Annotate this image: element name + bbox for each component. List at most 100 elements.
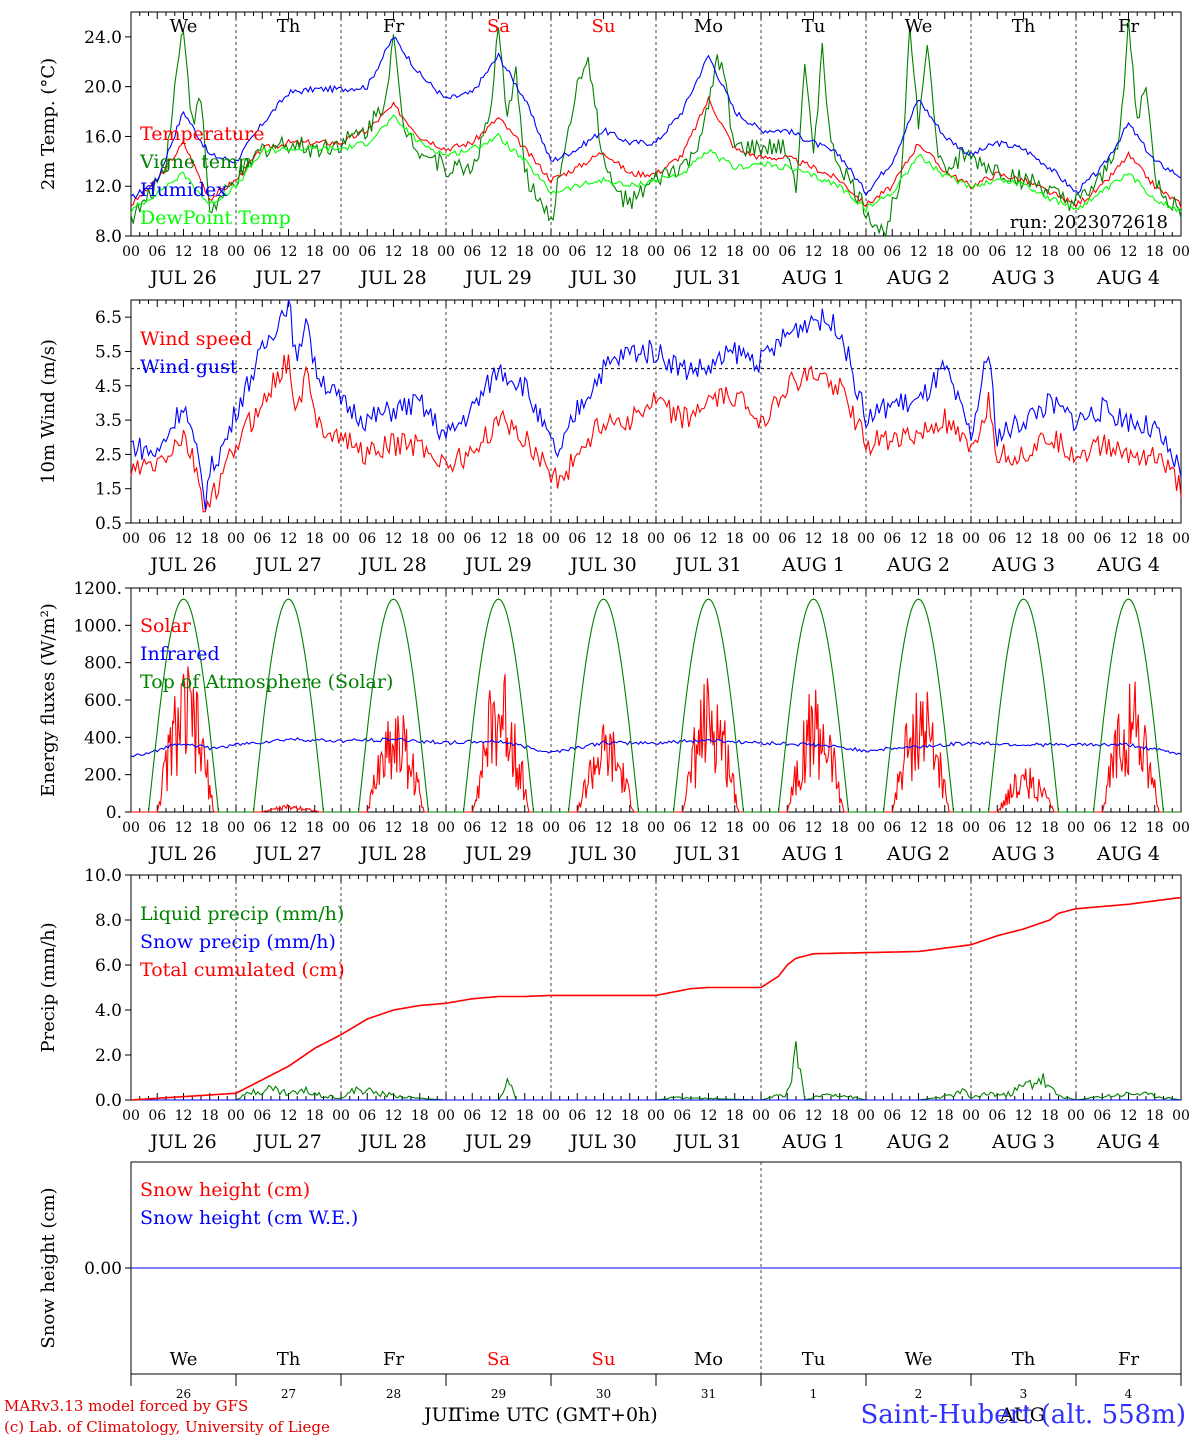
hour-tick-label: 06 <box>358 531 376 547</box>
hour-tick-label: 18 <box>831 820 849 836</box>
model-credit: MARv3.13 model forced by GFS <box>4 1397 249 1415</box>
hour-tick-label: 00 <box>752 531 770 547</box>
hour-tick-label: 06 <box>358 820 376 836</box>
weekday-label: We <box>905 16 933 37</box>
y-axis-label: Precip (mm/h) <box>38 922 59 1052</box>
hour-tick-label: 06 <box>148 244 166 260</box>
hour-tick-label: 00 <box>332 1108 350 1124</box>
weekday-label: Su <box>592 16 616 37</box>
hour-tick-label: 12 <box>1015 820 1033 836</box>
date-label: AUG 3 <box>991 267 1055 289</box>
hour-tick-label: 00 <box>752 820 770 836</box>
date-label: JUL 31 <box>673 1131 741 1153</box>
hour-tick-label: 06 <box>148 531 166 547</box>
hour-tick-label: 00 <box>1172 820 1190 836</box>
hour-tick-label: 06 <box>988 1108 1006 1124</box>
day-number-label: 31 <box>701 1387 716 1401</box>
weekday-label: Fr <box>383 16 404 37</box>
hour-tick-label: 06 <box>988 244 1006 260</box>
legend-label: Wind speed <box>140 328 252 350</box>
hour-tick-label: 18 <box>201 1108 219 1124</box>
series-line <box>130 36 1182 200</box>
date-label: JUL 30 <box>568 843 636 865</box>
hour-tick-label: 06 <box>253 531 271 547</box>
y-tick-label: 24.0 <box>84 28 122 48</box>
hour-tick-label: 18 <box>411 820 429 836</box>
hour-tick-label: 00 <box>227 531 245 547</box>
date-label: JUL 27 <box>253 554 321 576</box>
hour-tick-label: 12 <box>595 531 613 547</box>
series-line <box>130 95 1182 209</box>
hour-tick-label: 12 <box>910 244 928 260</box>
y-tick-label: 6.0 <box>95 956 122 976</box>
hour-tick-label: 18 <box>1146 244 1164 260</box>
hour-tick-label: 12 <box>1120 531 1138 547</box>
panel-3 <box>125 587 1182 813</box>
hour-tick-label: 18 <box>621 820 639 836</box>
legend-label: Solar <box>140 615 192 637</box>
date-label: JUL 30 <box>568 267 636 289</box>
legend-label: Total cumulated (cm) <box>140 959 345 981</box>
hour-tick-label: 06 <box>673 820 691 836</box>
y-tick-label: 20.0 <box>84 78 122 98</box>
hour-tick-label: 18 <box>1146 531 1164 547</box>
hour-tick-label: 00 <box>332 244 350 260</box>
hour-tick-label: 06 <box>883 244 901 260</box>
hour-tick-label: 18 <box>516 531 534 547</box>
weekday-label: Su <box>592 1349 616 1370</box>
hour-tick-label: 18 <box>621 244 639 260</box>
hour-tick-label: 06 <box>358 1108 376 1124</box>
y-tick-label: 12.0 <box>84 177 122 197</box>
date-label: JUL 28 <box>358 267 426 289</box>
hour-tick-label: 00 <box>122 820 140 836</box>
day-number-label: 26 <box>176 1387 191 1401</box>
hour-tick-label: 06 <box>358 244 376 260</box>
weekday-label: Mo <box>694 16 723 37</box>
hour-tick-label: 06 <box>253 244 271 260</box>
day-number-label: 27 <box>281 1387 296 1401</box>
y-tick-label: 0.0 <box>95 1091 122 1111</box>
hour-tick-label: 00 <box>227 820 245 836</box>
date-label: JUL 28 <box>358 843 426 865</box>
hour-tick-label: 00 <box>437 1108 455 1124</box>
date-label: JUL 27 <box>253 843 321 865</box>
date-label: AUG 2 <box>886 554 950 576</box>
hour-tick-label: 18 <box>201 244 219 260</box>
hour-tick-label: 00 <box>122 1108 140 1124</box>
weekday-label: Th <box>277 1349 301 1370</box>
station-name: Saint-Hubert (alt. 558m) <box>860 1400 1186 1430</box>
legend-label: Temperature <box>140 123 264 145</box>
month-label-right: AUG <box>1000 1404 1045 1426</box>
hour-tick-label: 06 <box>568 820 586 836</box>
hour-tick-label: 12 <box>1120 1108 1138 1124</box>
hour-tick-label: 00 <box>647 244 665 260</box>
weekday-label: Tu <box>802 16 826 37</box>
legend-label: Top of Atmosphere (Solar) <box>140 671 393 693</box>
date-label: AUG 1 <box>781 1131 845 1153</box>
y-tick-label: 4.5 <box>95 377 122 397</box>
date-label: JUL 29 <box>463 267 531 289</box>
hour-tick-label: 12 <box>385 1108 403 1124</box>
y-tick-label: 1.5 <box>95 480 122 500</box>
hour-tick-label: 18 <box>1041 1108 1059 1124</box>
hour-tick-label: 12 <box>910 1108 928 1124</box>
hour-tick-label: 18 <box>936 1108 954 1124</box>
hour-tick-label: 00 <box>542 1108 560 1124</box>
date-label: JUL 29 <box>463 1131 531 1153</box>
hour-tick-label: 18 <box>936 820 954 836</box>
hour-tick-label: 06 <box>988 531 1006 547</box>
series-line <box>147 598 1181 813</box>
hour-tick-label: 12 <box>385 531 403 547</box>
hour-tick-label: 12 <box>700 1108 718 1124</box>
hour-tick-label: 12 <box>700 531 718 547</box>
hour-tick-label: 00 <box>857 531 875 547</box>
date-label: AUG 4 <box>1096 1131 1160 1153</box>
hour-tick-label: 12 <box>700 244 718 260</box>
hour-tick-label: 18 <box>516 244 534 260</box>
hour-tick-label: 12 <box>490 1108 508 1124</box>
hour-tick-label: 06 <box>1093 1108 1111 1124</box>
y-axis-label: 10m Wind (m/s) <box>38 339 59 484</box>
date-label: JUL 27 <box>253 267 321 289</box>
hour-tick-label: 12 <box>1120 244 1138 260</box>
